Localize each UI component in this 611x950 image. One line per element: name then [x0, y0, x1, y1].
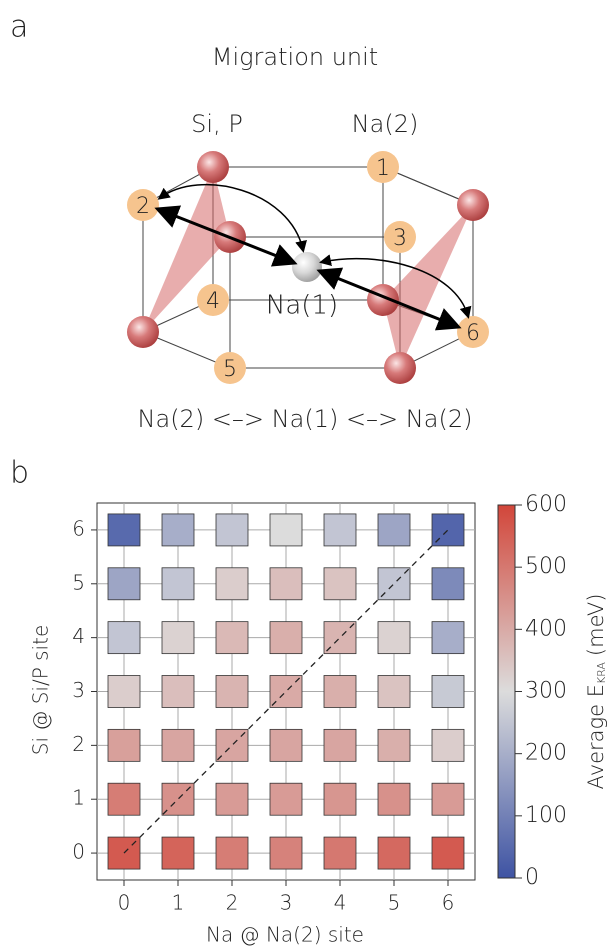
figure: a Migration unit Si, P Na(2) Na(1) 1 2 3… — [0, 0, 611, 950]
heatmap-cell — [216, 622, 248, 654]
heatmap-cell — [216, 837, 248, 869]
panel-label: b — [10, 456, 29, 491]
heatmap-cell — [432, 676, 464, 708]
y-tick-label: 0 — [72, 840, 85, 864]
migration-diagram — [127, 151, 489, 384]
colorbar-tick-label: 600 — [525, 492, 567, 517]
heatmap-cell — [270, 837, 302, 869]
colorbar — [498, 505, 515, 878]
x-tick-label: 3 — [280, 891, 293, 915]
site-label: 5 — [223, 357, 237, 382]
y-tick-label: 5 — [72, 570, 85, 594]
heatmap-cell — [108, 783, 140, 815]
heatmap-cell — [216, 783, 248, 815]
x-tick-label: 1 — [172, 891, 185, 915]
colorbar-tick-label: 100 — [525, 803, 567, 828]
heatmap-cell — [432, 837, 464, 869]
heatmap-cell — [162, 568, 194, 600]
heatmap-cell — [378, 622, 410, 654]
center-label: Na(1) — [266, 291, 338, 321]
colorbar-label-main: Average E — [584, 684, 608, 789]
heatmap-cell — [108, 729, 140, 761]
heatmap-cell — [162, 622, 194, 654]
heatmap-cell — [216, 514, 248, 546]
heatmap-cell — [162, 514, 194, 546]
heatmap-cell — [432, 783, 464, 815]
site-label: 6 — [466, 321, 480, 346]
site-label: 3 — [393, 226, 407, 251]
y-tick-label: 4 — [72, 624, 85, 648]
heatmap-cell — [162, 837, 194, 869]
x-axis-label: Na @ Na(2) site — [206, 923, 364, 947]
heatmap-cell — [378, 514, 410, 546]
heatmap-cell — [324, 676, 356, 708]
x-tick-label: 2 — [226, 891, 239, 915]
colorbar-label: Average EKRA (meV) — [584, 594, 608, 790]
heatmap-cell — [378, 676, 410, 708]
x-tick-label: 6 — [442, 891, 455, 915]
heatmap-cell — [378, 729, 410, 761]
heatmap-cell — [378, 837, 410, 869]
heatmap-cell — [378, 783, 410, 815]
heatmap-cell — [108, 622, 140, 654]
group-label: Si, P — [191, 110, 243, 138]
heatmap-cell — [432, 568, 464, 600]
heatmap-cell — [270, 783, 302, 815]
colorbar-label-sub: KRA — [595, 662, 608, 684]
site-label: 1 — [376, 156, 390, 181]
colorbar-tick-label: 500 — [525, 554, 567, 579]
panel-label: a — [10, 10, 28, 45]
heatmap-cell — [324, 729, 356, 761]
heatmap-cell — [324, 514, 356, 546]
heatmap-cell — [270, 729, 302, 761]
heatmap-cell — [216, 568, 248, 600]
group-label: Na(2) — [352, 110, 419, 138]
heatmap-cell — [270, 514, 302, 546]
y-tick-label: 1 — [72, 786, 85, 810]
y-tick-label: 6 — [72, 516, 85, 540]
y-axis-label: Si @ Si/P site — [29, 625, 53, 756]
colorbar-tick-label: 200 — [525, 741, 567, 766]
heatmap-cell — [324, 568, 356, 600]
colorbar-tick-label: 400 — [525, 616, 567, 641]
site-label: 2 — [136, 194, 150, 219]
heatmap-cell — [108, 676, 140, 708]
colorbar-label-unit: (meV) — [584, 594, 608, 657]
title: Migration unit — [212, 43, 378, 71]
heatmap-cell — [324, 837, 356, 869]
x-tick-label: 0 — [118, 891, 131, 915]
heatmap-cell — [432, 622, 464, 654]
y-tick-label: 2 — [72, 732, 85, 756]
heatmap-cell — [324, 783, 356, 815]
x-tick-label: 4 — [334, 891, 347, 915]
heatmap-cell — [162, 729, 194, 761]
y-tick-label: 3 — [72, 678, 85, 702]
caption: Na(2) <–> Na(1) <–> Na(2) — [138, 405, 473, 433]
heatmap-cell — [270, 622, 302, 654]
colorbar-tick-label: 0 — [525, 865, 539, 890]
heatmap-cell — [108, 568, 140, 600]
heatmap-cell — [270, 568, 302, 600]
x-tick-label: 5 — [388, 891, 401, 915]
site-label: 4 — [206, 289, 220, 314]
colorbar-tick-label: 300 — [525, 679, 567, 704]
heatmap-cell — [216, 676, 248, 708]
heatmap-cell — [108, 514, 140, 546]
heatmap-cell — [432, 729, 464, 761]
heatmap-cell — [162, 676, 194, 708]
